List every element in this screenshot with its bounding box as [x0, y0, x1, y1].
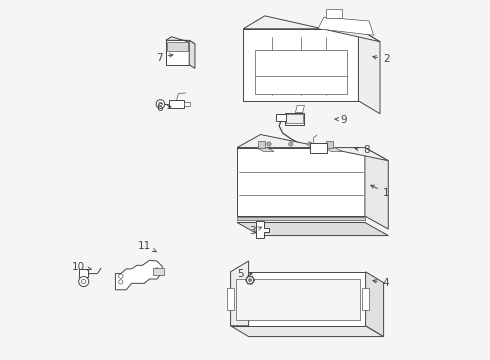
Polygon shape: [231, 272, 366, 326]
Circle shape: [155, 268, 159, 272]
Text: 9: 9: [334, 114, 346, 125]
Polygon shape: [255, 50, 347, 94]
Polygon shape: [189, 40, 195, 68]
Polygon shape: [237, 222, 388, 235]
Polygon shape: [237, 135, 388, 161]
Polygon shape: [79, 269, 88, 277]
Circle shape: [119, 274, 123, 278]
Polygon shape: [258, 141, 265, 148]
Polygon shape: [153, 268, 164, 275]
Polygon shape: [227, 288, 234, 310]
Polygon shape: [275, 114, 286, 121]
Circle shape: [289, 142, 293, 146]
Text: 4: 4: [373, 278, 390, 288]
Polygon shape: [285, 113, 304, 125]
Circle shape: [308, 142, 312, 146]
Circle shape: [248, 279, 251, 282]
Polygon shape: [310, 143, 327, 153]
Circle shape: [81, 279, 86, 284]
Polygon shape: [243, 29, 358, 101]
Polygon shape: [231, 326, 384, 337]
Polygon shape: [236, 279, 360, 320]
Polygon shape: [231, 261, 248, 326]
Text: 10: 10: [72, 262, 91, 272]
Polygon shape: [365, 148, 388, 229]
Circle shape: [79, 276, 89, 287]
Circle shape: [156, 100, 165, 108]
Polygon shape: [362, 288, 369, 310]
Polygon shape: [286, 114, 303, 123]
Polygon shape: [326, 141, 333, 148]
Polygon shape: [243, 16, 380, 42]
Polygon shape: [295, 105, 304, 113]
Polygon shape: [116, 260, 162, 290]
Circle shape: [119, 280, 123, 284]
Polygon shape: [366, 272, 384, 337]
Text: 7: 7: [156, 53, 173, 63]
Polygon shape: [318, 17, 373, 35]
Text: 3: 3: [249, 226, 261, 236]
Polygon shape: [170, 100, 184, 108]
Text: 1: 1: [371, 185, 390, 198]
Polygon shape: [324, 148, 342, 151]
Text: 5: 5: [237, 269, 252, 279]
Polygon shape: [166, 40, 189, 65]
Bar: [326, 9, 343, 18]
Text: 2: 2: [373, 54, 390, 64]
Circle shape: [246, 276, 254, 284]
Text: 8: 8: [355, 145, 369, 156]
Polygon shape: [237, 217, 365, 220]
Polygon shape: [256, 148, 274, 151]
Polygon shape: [166, 37, 195, 44]
Text: 11: 11: [138, 240, 157, 252]
Circle shape: [159, 102, 162, 106]
Polygon shape: [256, 221, 270, 238]
Text: 6: 6: [156, 103, 171, 113]
Circle shape: [267, 142, 271, 146]
Polygon shape: [358, 29, 380, 114]
Polygon shape: [167, 41, 188, 51]
Polygon shape: [237, 148, 365, 216]
Polygon shape: [184, 102, 190, 106]
